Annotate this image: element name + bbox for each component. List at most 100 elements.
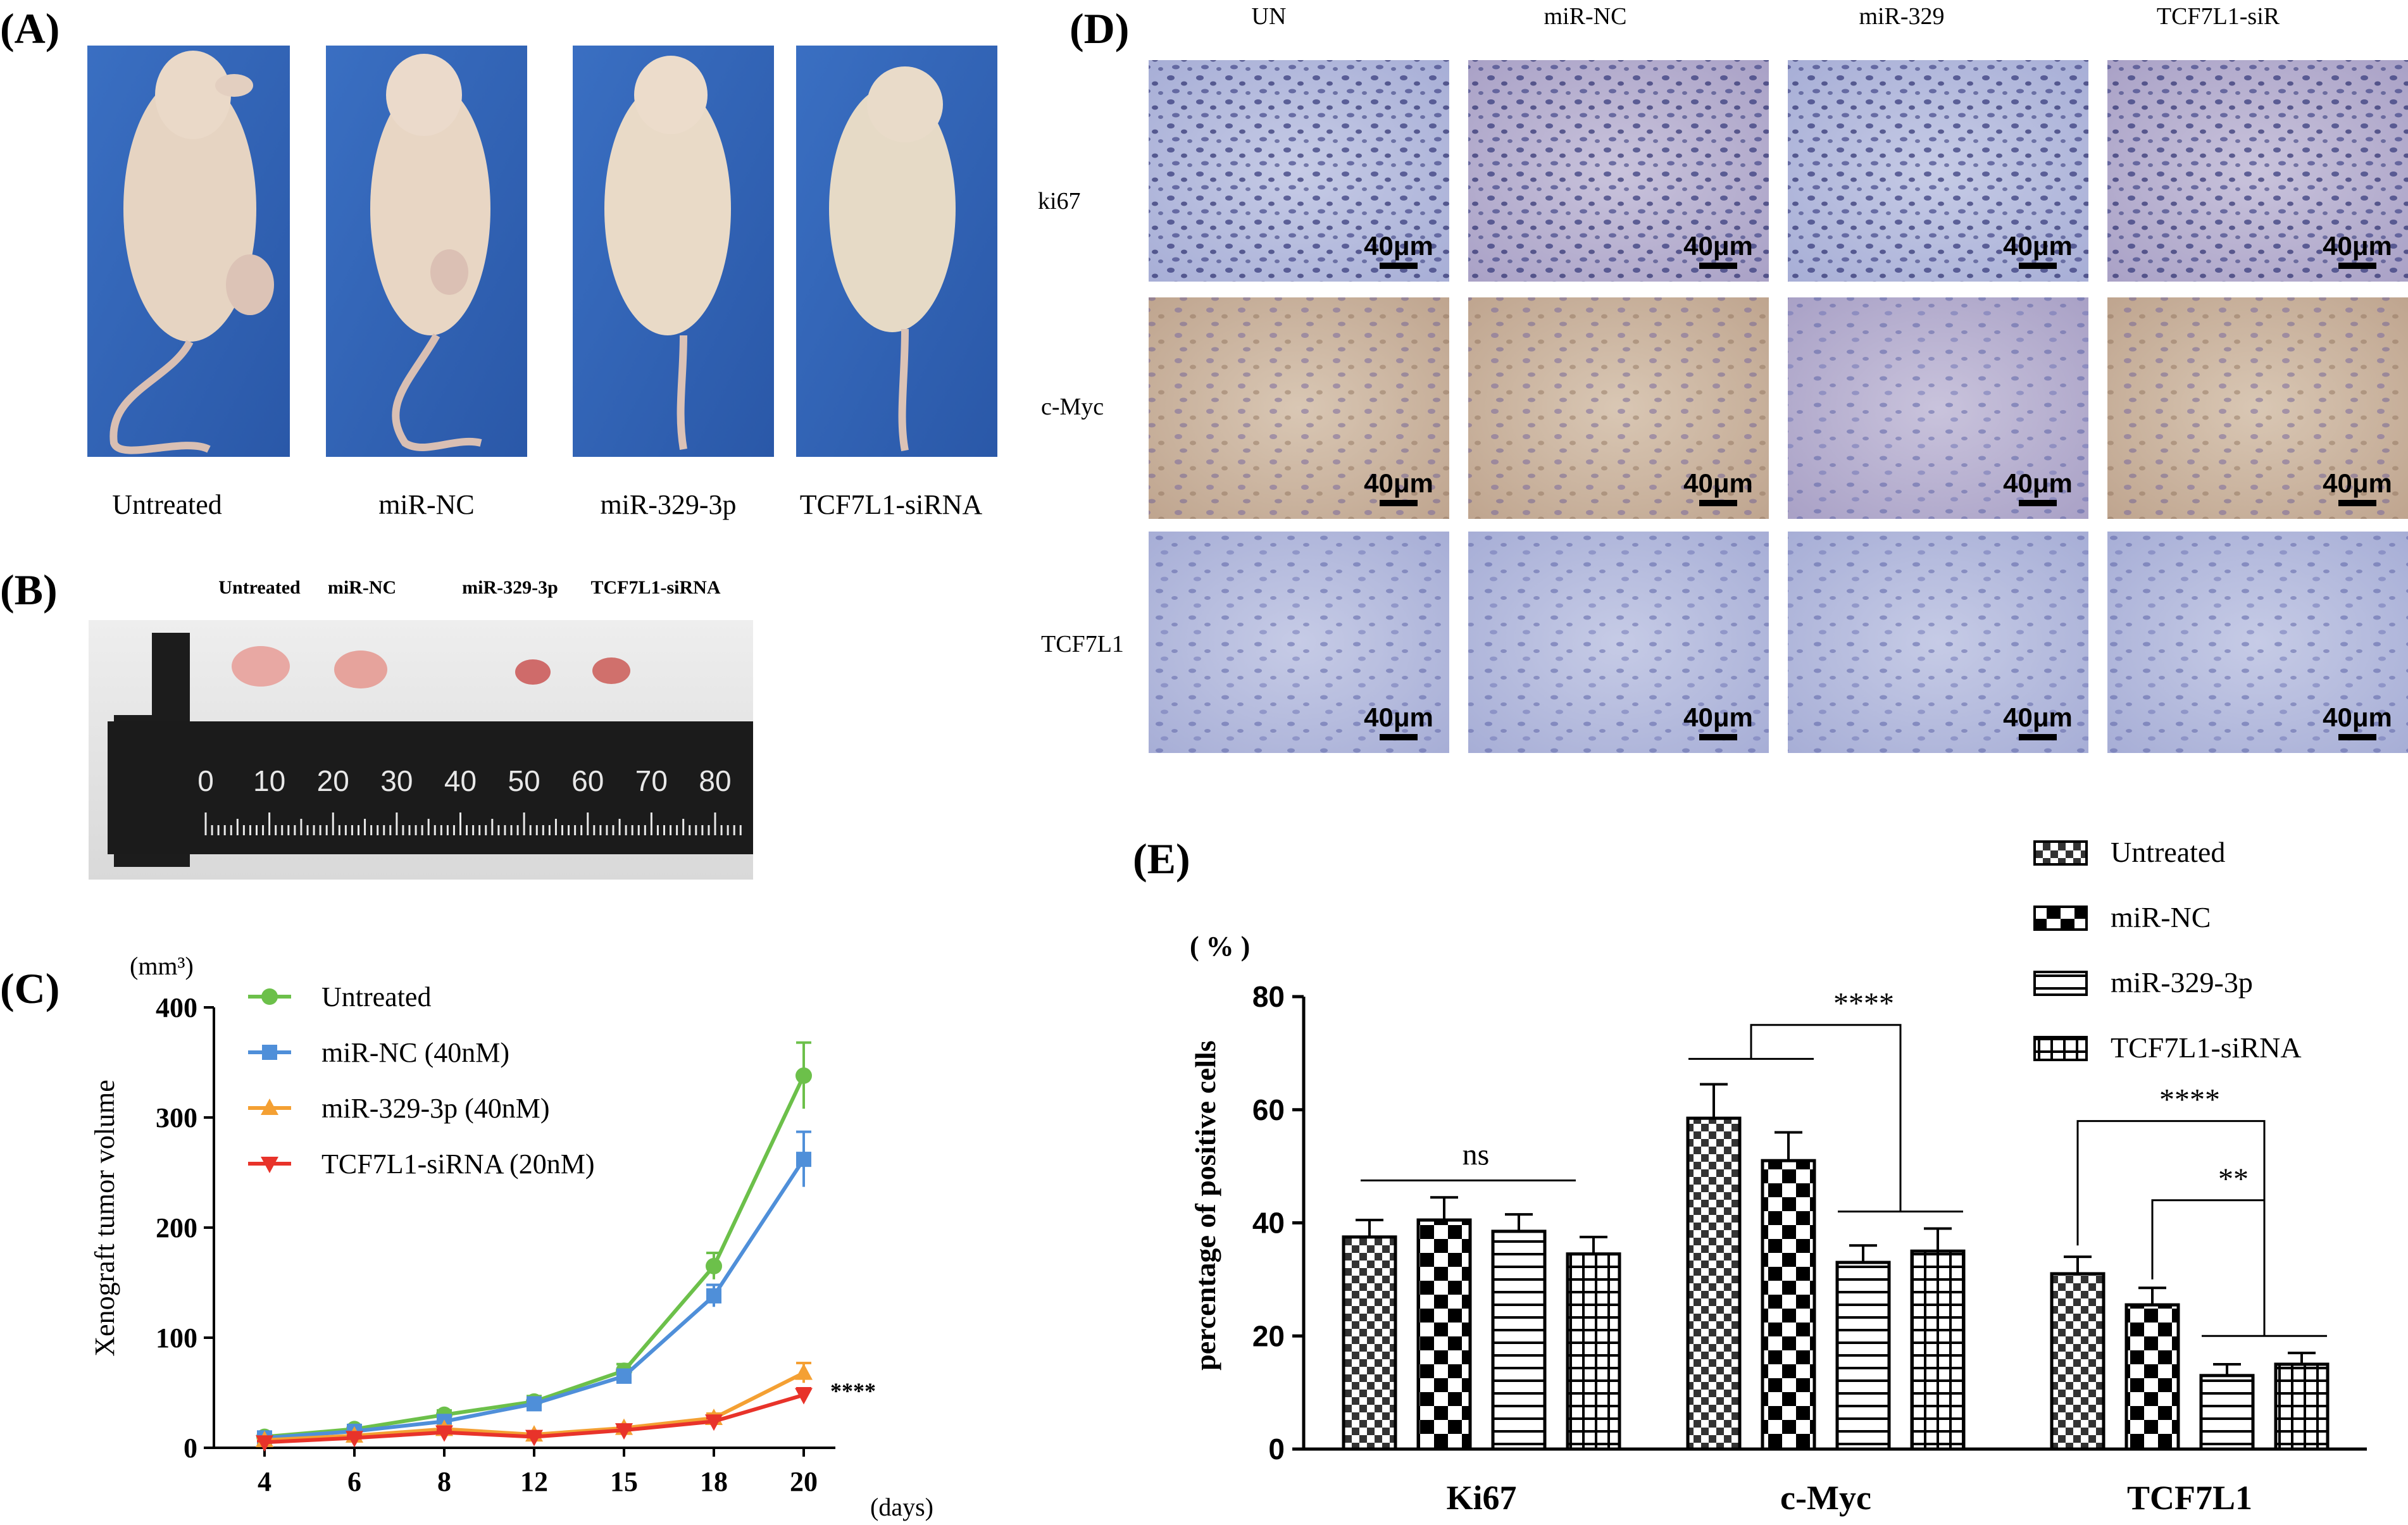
row-label-c-myc: c-Myc [1041, 394, 1104, 420]
bar-tcf7l1-2 [2199, 1374, 2255, 1451]
legend-marker [262, 1045, 277, 1060]
tumor [226, 254, 274, 315]
bar-c-myc-1 [1761, 1159, 1816, 1451]
scale-bar-label: 40μm [2323, 468, 2392, 498]
data-point [795, 1388, 813, 1405]
unit-label: ( % ) [1190, 931, 1250, 962]
bar-tcf7l1-3 [2274, 1362, 2330, 1451]
y-tick-label: 20 [1252, 1319, 1285, 1352]
panel-a-label: (A) [0, 4, 59, 53]
legend-swatch [2033, 971, 2088, 996]
c-myc-bracket: **** [1688, 987, 1963, 1213]
data-point [346, 1431, 363, 1448]
ns-bracket: ns [1361, 1138, 1576, 1181]
scale-bar-label: 40μm [1683, 468, 1753, 498]
caption-tcf7l1-sirna: TCF7L1-siRNA [800, 489, 983, 520]
scale-bar [1699, 263, 1737, 269]
mouse-photo-tcf7l1-sirna [796, 46, 997, 457]
ihc-cells [1149, 297, 1449, 519]
data-point [796, 1152, 811, 1167]
significance-stars: **** [2159, 1083, 2220, 1117]
ihc-image-tcf7l1-1: 40μm [1468, 532, 1769, 753]
bracket-line [2076, 1120, 2266, 1336]
bar-c-myc-0 [1686, 1116, 1742, 1451]
panel-b-label: (B) [0, 566, 58, 614]
legend-swatch [2033, 840, 2088, 866]
panel-d: (D) UN miR-NC miR-329 TCF7L1-siR ki67 c-… [1038, 3, 2408, 753]
ruler-tick-label: 20 [317, 764, 349, 797]
scale-bar-label: 40μm [1364, 468, 1433, 498]
category-label: TCF7L1 [2127, 1479, 2252, 1517]
data-point [615, 1423, 633, 1440]
scale-bar-label: 40μm [2003, 468, 2073, 498]
unit-label: (mm³) [130, 952, 194, 980]
tcf7l1-bracket: ****** [2076, 1083, 2327, 1337]
data-point [795, 1363, 813, 1380]
legend-label: miR-NC (40nM) [321, 1037, 509, 1068]
bar-ki67-1 [1416, 1218, 1472, 1451]
line-chart: 0 100 200 300 400 4 6 8 12 15 18 20 Untreated miR-NC … [156, 981, 835, 1497]
x-tick-label: 8 [437, 1466, 451, 1497]
panel-b: (B) Untreated miR-NC miR-329-3p TCF7L1-s… [0, 566, 753, 880]
data-point [705, 1414, 723, 1431]
ihc-image-c-myc-3: 40μm [2107, 297, 2408, 519]
ruler-tick-labels: 0 10 20 30 40 50 60 70 80 [197, 764, 731, 797]
ruler-tick-label: 60 [571, 764, 604, 797]
scale-bar [1380, 734, 1418, 740]
row-label-tcf7l1: TCF7L1 [1041, 631, 1124, 657]
y-tick-label: 300 [156, 1102, 197, 1133]
scale-bar-label: 40μm [2323, 702, 2392, 732]
scale-bar [2338, 734, 2376, 740]
ihc-image-c-myc-1: 40μm [1468, 297, 1769, 519]
y-tick-label: 400 [156, 992, 197, 1023]
ihc-image-ki67-2: 40μm [1788, 60, 2088, 282]
legend-label: Untreated [2111, 836, 2225, 868]
panel-d-label: (D) [1070, 4, 1129, 53]
data-point [525, 1429, 543, 1447]
significance-stars: ** [2218, 1162, 2249, 1196]
y-tick-label: 0 [1268, 1433, 1285, 1466]
legend-label: miR-329-3p (40nM) [321, 1093, 550, 1124]
y-tick-label: 40 [1252, 1207, 1285, 1240]
ruler-tick-label: 70 [635, 764, 668, 797]
x-tick-label: 12 [520, 1466, 548, 1497]
legend-marker [261, 988, 278, 1005]
legend-label: TCF7L1-siRNA (20nM) [321, 1148, 594, 1180]
category-label: c-Myc [1780, 1479, 1871, 1517]
tumor-mir-nc [334, 650, 387, 688]
column-label-mir-nc: miR-NC [1544, 3, 1627, 30]
bar-c-myc-3 [1910, 1249, 1966, 1451]
scale-bar [2338, 500, 2376, 506]
data-point [616, 1368, 632, 1384]
tumor-caption-mir-329-3p: miR-329-3p [462, 577, 558, 598]
scale-bar [1380, 263, 1418, 269]
scale-bar [1380, 500, 1418, 506]
y-tick-label: 60 [1252, 1093, 1285, 1126]
tumor-caption-untreated: Untreated [218, 577, 301, 598]
data-point [527, 1396, 542, 1412]
legend-label: Untreated [321, 981, 431, 1012]
legend-label: miR-329-3p [2111, 966, 2253, 999]
ruler-tick-label: 0 [197, 764, 214, 797]
scale-bar-label: 40μm [2323, 231, 2392, 261]
significance-stars: **** [1833, 987, 1894, 1021]
ihc-image-grid: 40μm 40μm 40μm 40μm 40μm 40μm 40μm 40μm 40μm 40μm… [1149, 60, 2408, 753]
significance-stars: **** [830, 1378, 876, 1404]
tumor-caption-tcf7l1-sirna: TCF7L1-siRNA [590, 577, 720, 598]
x-tick-label: 4 [258, 1466, 271, 1497]
mouse-photo-mir-nc [326, 46, 527, 457]
bar-legend: Untreated miR-NC miR-329-3p TCF7L1-siRNA [2033, 836, 2302, 1064]
y-tick-label: 100 [156, 1323, 197, 1354]
ihc-cells [1468, 297, 1769, 519]
bar-tcf7l1-0 [2050, 1272, 2105, 1451]
data-point [706, 1257, 722, 1274]
x-tick-label: 18 [700, 1466, 728, 1497]
ruler-tick-label: 10 [253, 764, 285, 797]
ihc-cells [2107, 532, 2408, 753]
panel-a: (A) Untreated miR [0, 4, 997, 520]
caption-mir-329-3p: miR-329-3p [600, 489, 736, 520]
scale-bar [2019, 734, 2057, 740]
ihc-image-ki67-3: 40μm [2107, 60, 2408, 282]
y-tick-label: 80 [1252, 980, 1285, 1013]
